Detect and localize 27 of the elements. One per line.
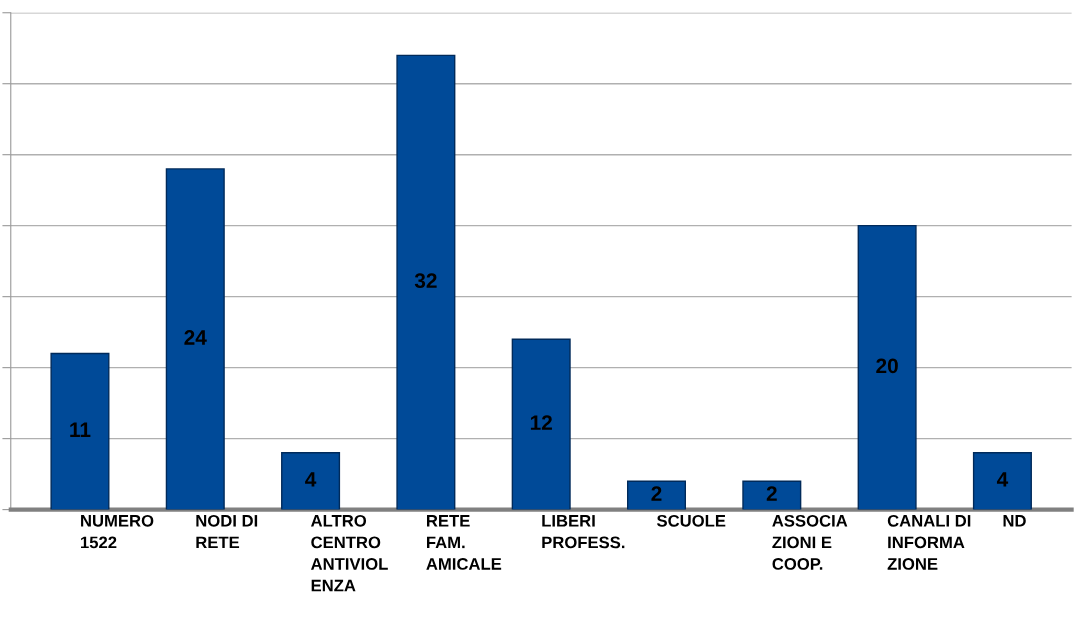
data-label: 11 <box>70 422 91 437</box>
data-label: 32 <box>414 273 437 289</box>
bar <box>511 338 571 510</box>
x-tick-label: SCUOLE <box>656 514 726 527</box>
bar <box>972 452 1032 510</box>
x-tick-label: ASSOCIA ZIONI E COOP. <box>772 514 848 570</box>
data-label: 4 <box>996 472 1009 487</box>
data-label: 4 <box>305 472 317 487</box>
bar <box>742 480 802 510</box>
data-label: 24 <box>184 330 207 345</box>
x-tick-label: NODI DI RETE <box>196 514 258 549</box>
bar <box>857 224 917 510</box>
bar <box>281 452 341 510</box>
x-tick-label: NUMERO 1522 <box>81 514 154 549</box>
x-tick-label: RETE FAM. AMICALE <box>426 515 502 570</box>
x-tick-label: ALTRO CENTRO ANTIVIOL ENZA <box>310 514 388 592</box>
bar <box>396 54 456 510</box>
bar <box>165 168 225 510</box>
bar <box>626 480 687 510</box>
x-tick-label: LIBERI PROFESS. <box>542 515 625 549</box>
data-label: 20 <box>876 358 898 374</box>
bar <box>50 352 110 510</box>
data-label: 12 <box>530 415 552 430</box>
data-label: 2 <box>766 486 777 501</box>
data-label: 2 <box>651 486 662 501</box>
x-tick-label: ND <box>1003 515 1026 527</box>
x-tick-label: CANALI DI INFORMA ZIONE <box>887 514 971 570</box>
